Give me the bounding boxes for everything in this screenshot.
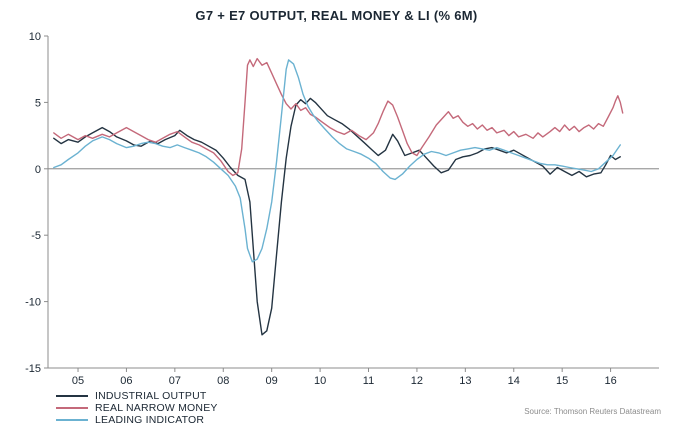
x-tick-label: 08 [217, 375, 229, 387]
y-tick-label: 10 [29, 31, 41, 43]
legend-item-industrial-output: INDUSTRIAL OUTPUT [56, 390, 218, 402]
y-tick-label: -10 [25, 297, 41, 309]
series-line-leading-indicator [53, 59, 621, 263]
industrial-output-line-swatch [56, 395, 88, 397]
y-tick-label: -15 [25, 363, 41, 375]
x-tick-label: 14 [508, 375, 520, 387]
legend-item-real-narrow-money: REAL NARROW MONEY [56, 402, 218, 414]
legend-label-leading-indicator: LEADING INDICATOR [95, 414, 205, 426]
x-tick-label: 10 [314, 375, 326, 387]
legend: INDUSTRIAL OUTPUT REAL NARROW MONEY LEAD… [56, 390, 218, 426]
x-tick-label: 12 [411, 375, 423, 387]
x-tick-label: 06 [120, 375, 132, 387]
x-tick-label: 11 [363, 375, 374, 387]
chart-title: G7 + E7 OUTPUT, REAL MONEY & LI (% 6M) [195, 8, 478, 23]
series-line-industrial-output [53, 97, 621, 336]
x-tick-label: 15 [556, 375, 568, 387]
x-tick-label: 05 [72, 375, 84, 387]
y-tick-label: 0 [35, 164, 41, 176]
y-tick-label: -5 [31, 230, 41, 242]
x-tick-label: 13 [459, 375, 471, 387]
source-attribution: Source: Thomson Reuters Datastream [524, 407, 661, 416]
legend-label-real-narrow-money: REAL NARROW MONEY [95, 402, 218, 414]
x-tick-label: 16 [604, 375, 616, 387]
legend-item-leading-indicator: LEADING INDICATOR [56, 414, 218, 426]
x-tick-label: 09 [266, 375, 278, 387]
legend-label-industrial-output: INDUSTRIAL OUTPUT [95, 390, 207, 402]
leading-indicator-line-swatch [56, 419, 88, 421]
real-narrow-money-line-swatch [56, 407, 88, 409]
y-tick-label: 5 [35, 97, 41, 109]
series-line-real-narrow-money [53, 57, 624, 177]
x-tick-label: 07 [169, 375, 181, 387]
